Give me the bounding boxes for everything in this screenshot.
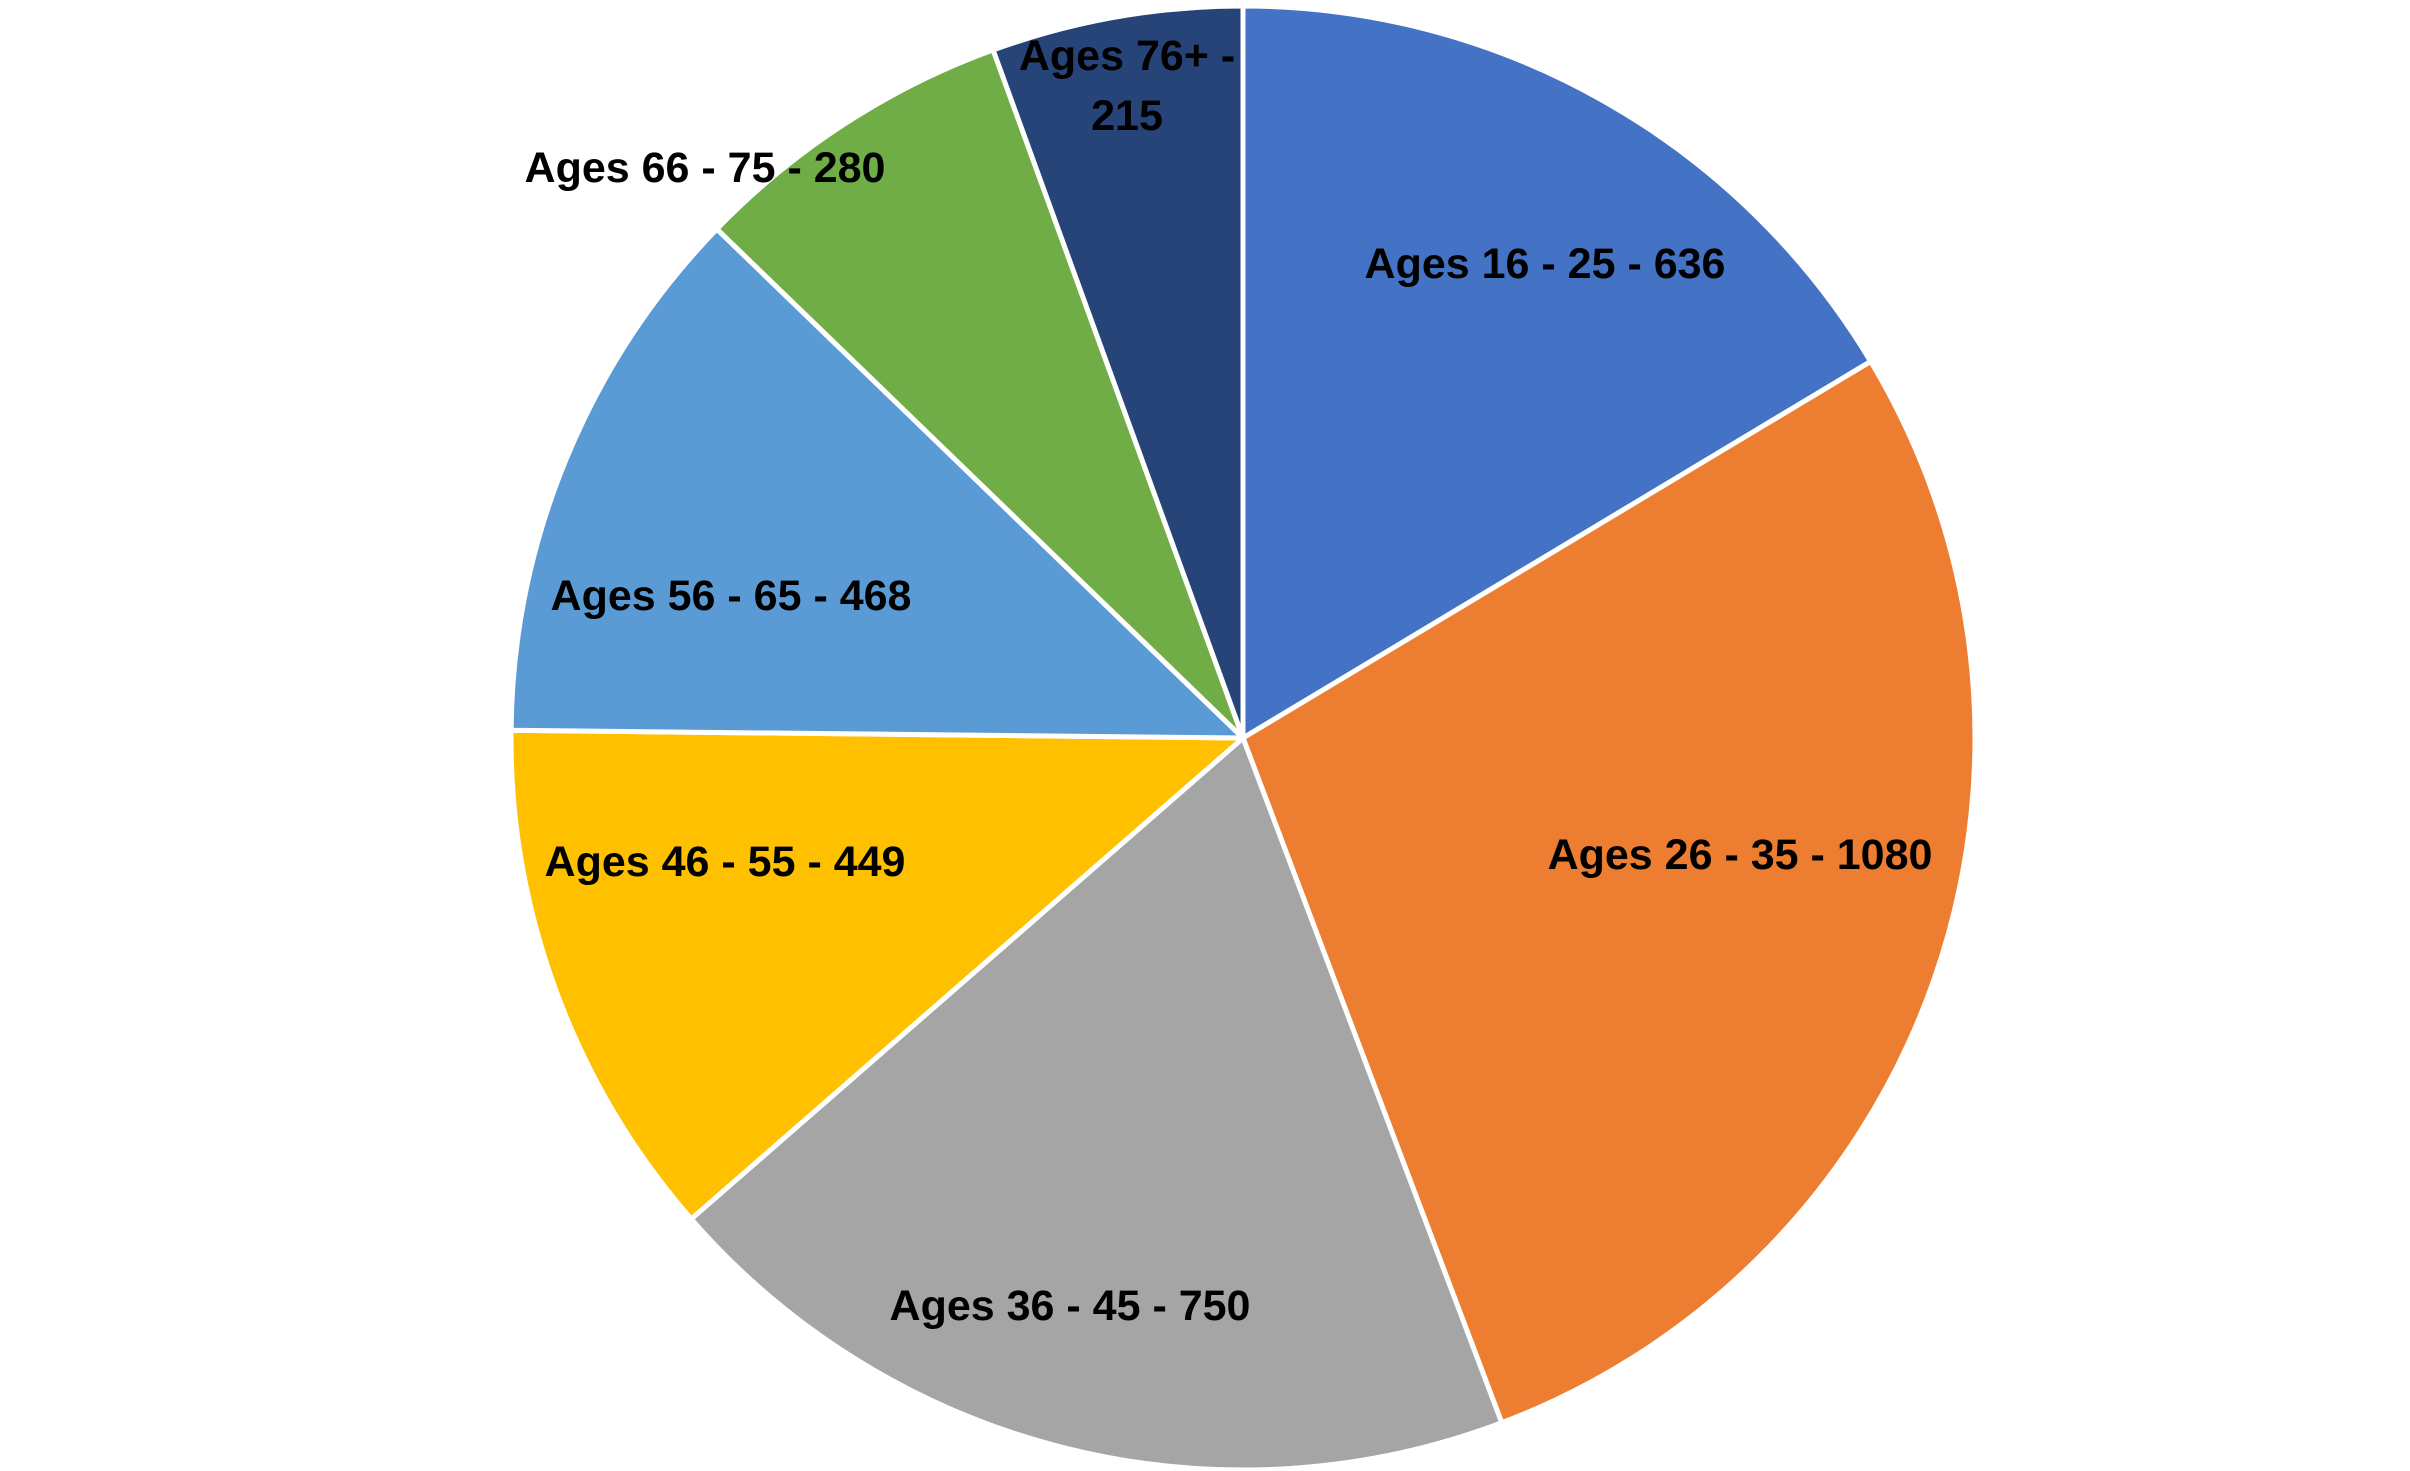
slices-layer: [508, 3, 1978, 1471]
slice-label-ages-26-35: Ages 26 - 35 - 1080: [1548, 831, 1933, 879]
slice-label-line: 215: [1091, 92, 1163, 140]
slice-label-ages-16-25: Ages 16 - 25 - 636: [1365, 240, 1726, 288]
slice-label-line: Ages 66 - 75 - 280: [525, 144, 886, 192]
slice-label-ages-46-55: Ages 46 - 55 - 449: [545, 838, 906, 886]
pie-slice-ages-26-35: [1240, 358, 1978, 1426]
slice-label-line: Ages 76+ -: [1019, 32, 1235, 80]
slice-label-line: Ages 36 - 45 - 750: [890, 1282, 1251, 1330]
slice-label-line: Ages 26 - 35 - 1080: [1548, 831, 1933, 879]
slice-label-line: Ages 16 - 25 - 636: [1365, 240, 1726, 288]
slice-label-line: Ages 46 - 55 - 449: [545, 838, 906, 886]
pie-slice-ages-66-75: [714, 47, 1246, 741]
pie-slice-ages-56-65: [508, 226, 1246, 741]
slice-label-ages-66-75: Ages 66 - 75 - 280: [525, 144, 886, 192]
slice-label-ages-56-65: Ages 56 - 65 - 468: [551, 572, 912, 620]
slice-label-line: Ages 56 - 65 - 468: [551, 572, 912, 620]
pie-slice-ages-36-45: [688, 735, 1505, 1471]
slice-label-ages-36-45: Ages 36 - 45 - 750: [890, 1282, 1251, 1330]
slice-label-ages-76plus: Ages 76+ - 215: [1019, 32, 1235, 140]
pie-slice-ages-46-55: [508, 727, 1246, 1222]
pie-slice-ages-76plus: [990, 3, 1246, 741]
pie-slice-ages-16-25: [1240, 3, 1874, 741]
labels-layer: Ages 16 - 25 - 636 Ages 26 - 35 - 1080 Age…: [525, 32, 1933, 1330]
